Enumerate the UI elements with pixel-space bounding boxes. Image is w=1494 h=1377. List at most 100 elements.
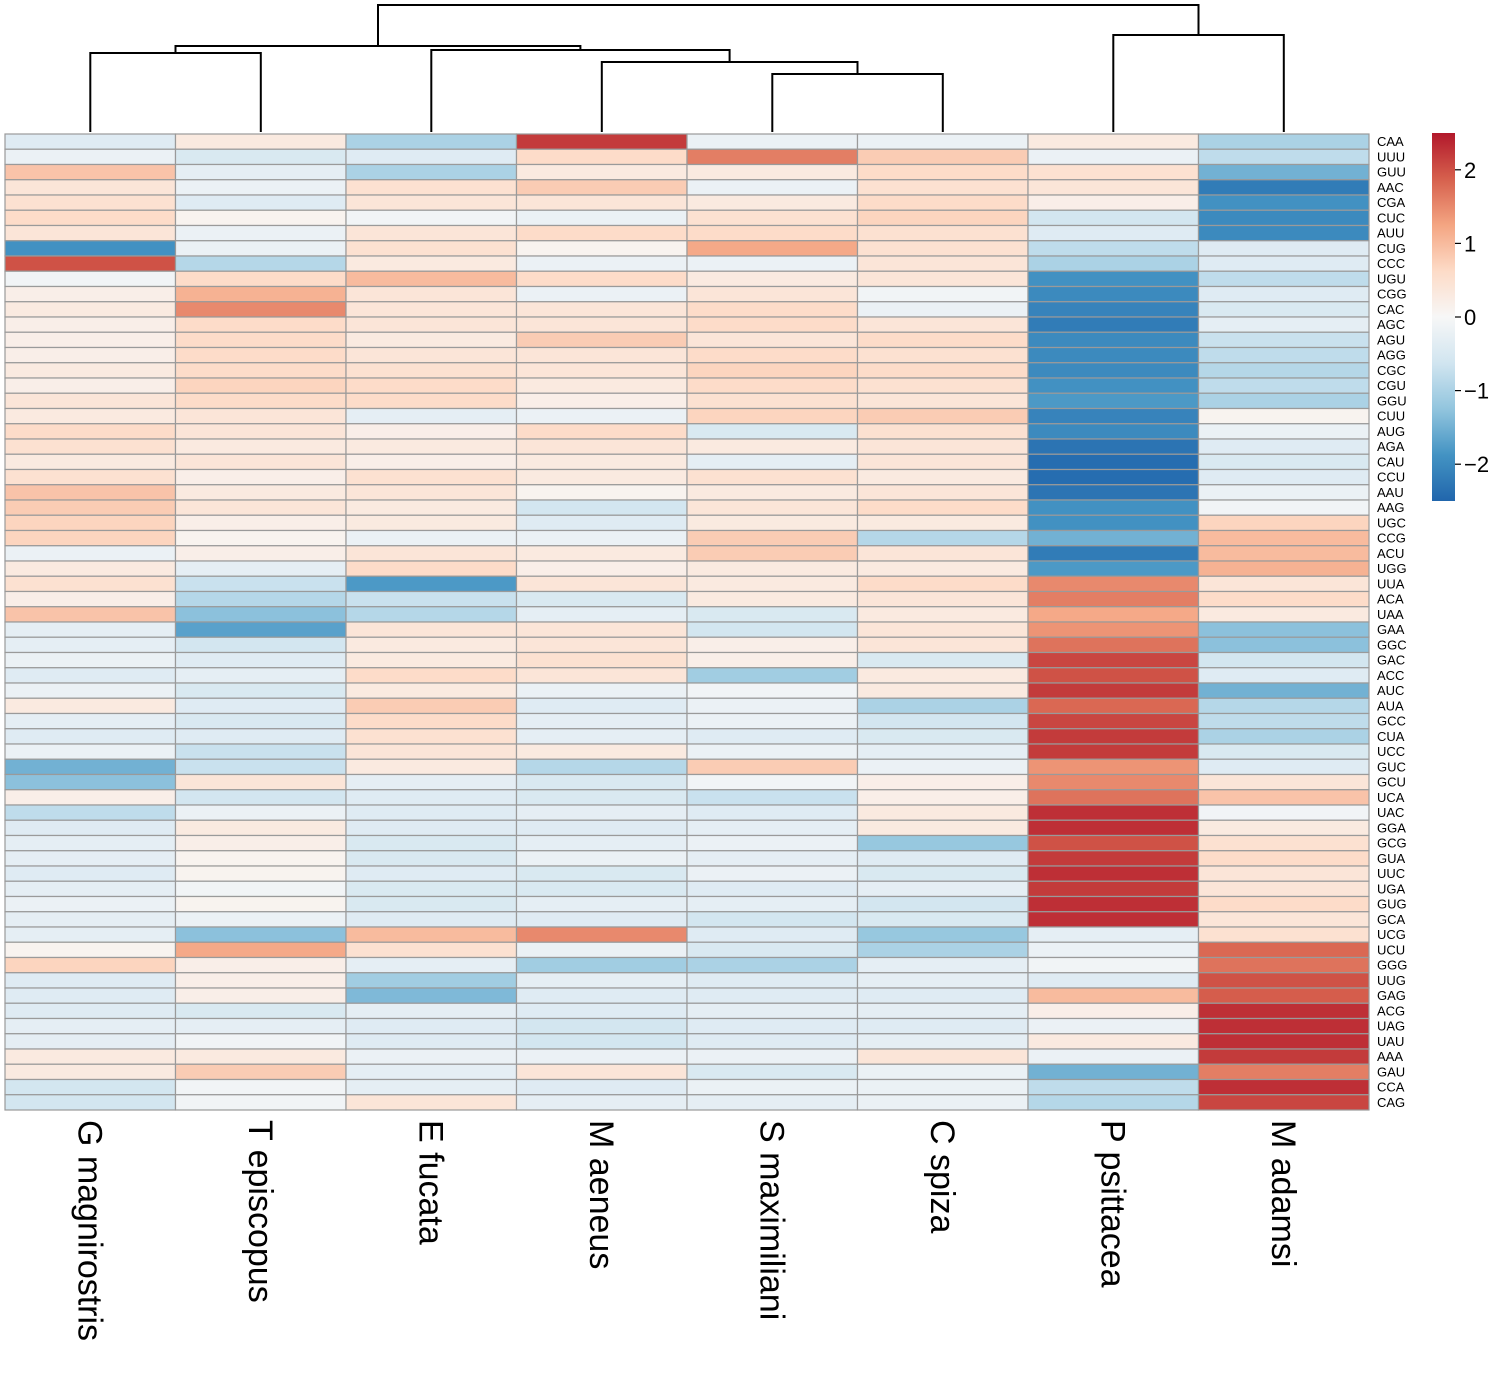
heatmap-cell-ugg-7 [1197,560,1370,577]
heatmap-cell-uuu-2 [345,148,518,166]
column-labels: G magnirostris T episcopus E fucata M aeneu… [70,1120,1302,1341]
heatmap-cell-cgg-6 [1027,285,1200,303]
heatmap-cell-aug-7 [1197,423,1370,440]
heatmap-cell-acc-5 [856,667,1029,684]
heatmap-cell-uaa-7 [1197,606,1370,623]
heatmap-cell-cgc-2 [345,362,518,379]
heatmap-cell-guc-5 [856,758,1029,776]
heatmap-cell-cac-7 [1197,301,1370,318]
heatmap-cell-cgu-1 [174,377,347,394]
heatmap-cell-aaa-4 [686,1048,859,1065]
heatmap-cell-uaa-1 [174,606,347,623]
heatmap-cell-uga-7 [1197,880,1370,898]
row-label-uga: UGA [1377,881,1406,896]
heatmap-cell-cug-1 [174,240,347,257]
heatmap-cell-guc-6 [1027,758,1200,776]
heatmap-cell-aau-5 [856,484,1029,501]
heatmap-cell-ucu-7 [1197,941,1370,959]
heatmap-cell-uuu-6 [1027,148,1200,166]
heatmap-cell-cga-7 [1197,194,1370,211]
heatmap-cell-gcg-7 [1197,834,1370,852]
row-label-aaa: AAA [1377,1049,1403,1064]
heatmap-cell-ccu-2 [345,468,518,486]
heatmap-cell-aau-3 [515,484,688,501]
heatmap-cell-agg-7 [1197,346,1370,364]
heatmap-cell-aag-3 [515,499,688,516]
row-label-aua: AUA [1377,698,1404,713]
heatmap-cell-cca-2 [345,1078,518,1096]
heatmap-cell-gag-4 [686,987,859,1004]
heatmap-cell-ugg-1 [174,560,347,577]
heatmap-cell-gcu-7 [1197,773,1370,791]
heatmap-cell-gga-7 [1197,819,1370,837]
heatmap-cell-aga-1 [174,438,347,455]
heatmap-cell-aag-5 [856,499,1029,516]
row-labels: CAAUUUGUUAACCGACUCAUUCUGCCCUGUCGGCACAGCA… [1377,134,1407,1110]
heatmap-cell-aca-0 [4,590,177,608]
heatmap-cell-cgu-6 [1027,377,1200,394]
heatmap-cell-acc-6 [1027,667,1200,684]
heatmap-cell-gcg-3 [515,834,688,852]
heatmap-cell-aua-5 [856,697,1029,715]
heatmap-cell-cag-5 [856,1094,1029,1111]
heatmap-cell-gug-1 [174,895,347,913]
heatmap-cell-auc-3 [515,682,688,699]
heatmap-cell-uuu-7 [1197,148,1370,166]
heatmap-cell-aaa-3 [515,1048,688,1065]
heatmap-cell-cgc-5 [856,362,1029,379]
heatmap-cell-auu-7 [1197,224,1370,242]
row-label-ggu: GGU [1377,393,1407,408]
heatmap-cell-cau-6 [1027,453,1200,471]
heatmap-cell-ucu-2 [345,941,518,959]
heatmap-cell-cag-7 [1197,1094,1370,1111]
heatmap-cell-guu-2 [345,163,518,181]
heatmap-cell-cag-4 [686,1094,859,1111]
heatmap-cell-auc-2 [345,682,518,699]
heatmap-cell-uau-2 [345,1033,518,1050]
heatmap-cell-uua-3 [515,575,688,593]
heatmap-cell-gau-1 [174,1063,347,1081]
heatmap-cell-gcc-3 [515,712,688,730]
heatmap-cell-uuu-4 [686,148,859,166]
heatmap-cell-cgc-1 [174,362,347,379]
row-label-gua: GUA [1377,851,1406,866]
heatmap-cell-caa-2 [345,133,518,150]
heatmap-cell-ucg-2 [345,926,518,943]
heatmap-cell-aua-7 [1197,697,1370,715]
heatmap-cell-acg-1 [174,1002,347,1020]
heatmap-cell-acg-5 [856,1002,1029,1020]
heatmap-cell-gag-0 [4,987,177,1004]
row-label-cca: CCA [1377,1080,1405,1095]
heatmap-cell-uuc-7 [1197,865,1370,882]
heatmap-cell-cua-0 [4,728,177,745]
heatmap-cell-auu-3 [515,224,688,242]
heatmap-cell-uug-3 [515,972,688,989]
heatmap-cell-acu-6 [1027,545,1200,562]
heatmap-cell-cac-4 [686,301,859,318]
heatmap-cell-uca-7 [1197,789,1370,806]
heatmap-cell-uac-6 [1027,804,1200,821]
column-label-t-episcopus: T episcopus [241,1120,279,1303]
heatmap-cell-uga-2 [345,880,518,898]
color-legend-ticks: 2 1 0 −1 −2 [1455,158,1489,477]
heatmap-cell-cuu-1 [174,407,347,425]
row-label-agg: AGG [1377,348,1406,363]
heatmap-cell-cuu-3 [515,407,688,425]
row-label-aag: AAG [1377,500,1404,515]
heatmap-cell-ugc-7 [1197,514,1370,532]
heatmap-cell-cgg-2 [345,285,518,303]
heatmap-cell-uua-1 [174,575,347,593]
heatmap-cell-gaa-4 [686,621,859,638]
heatmap-cell-aca-5 [856,590,1029,608]
heatmap-cell-acg-6 [1027,1002,1200,1020]
heatmap-cell-ccg-4 [686,529,859,547]
heatmap-cell-acg-0 [4,1002,177,1020]
heatmap-cell-cua-3 [515,728,688,745]
row-label-cua: CUA [1377,729,1405,744]
heatmap-cell-gcc-6 [1027,712,1200,730]
heatmap-cell-uuu-3 [515,148,688,166]
heatmap-cell-ccu-6 [1027,468,1200,486]
row-label-aca: ACA [1377,592,1404,607]
dendrogram-link-root [377,4,1200,46]
